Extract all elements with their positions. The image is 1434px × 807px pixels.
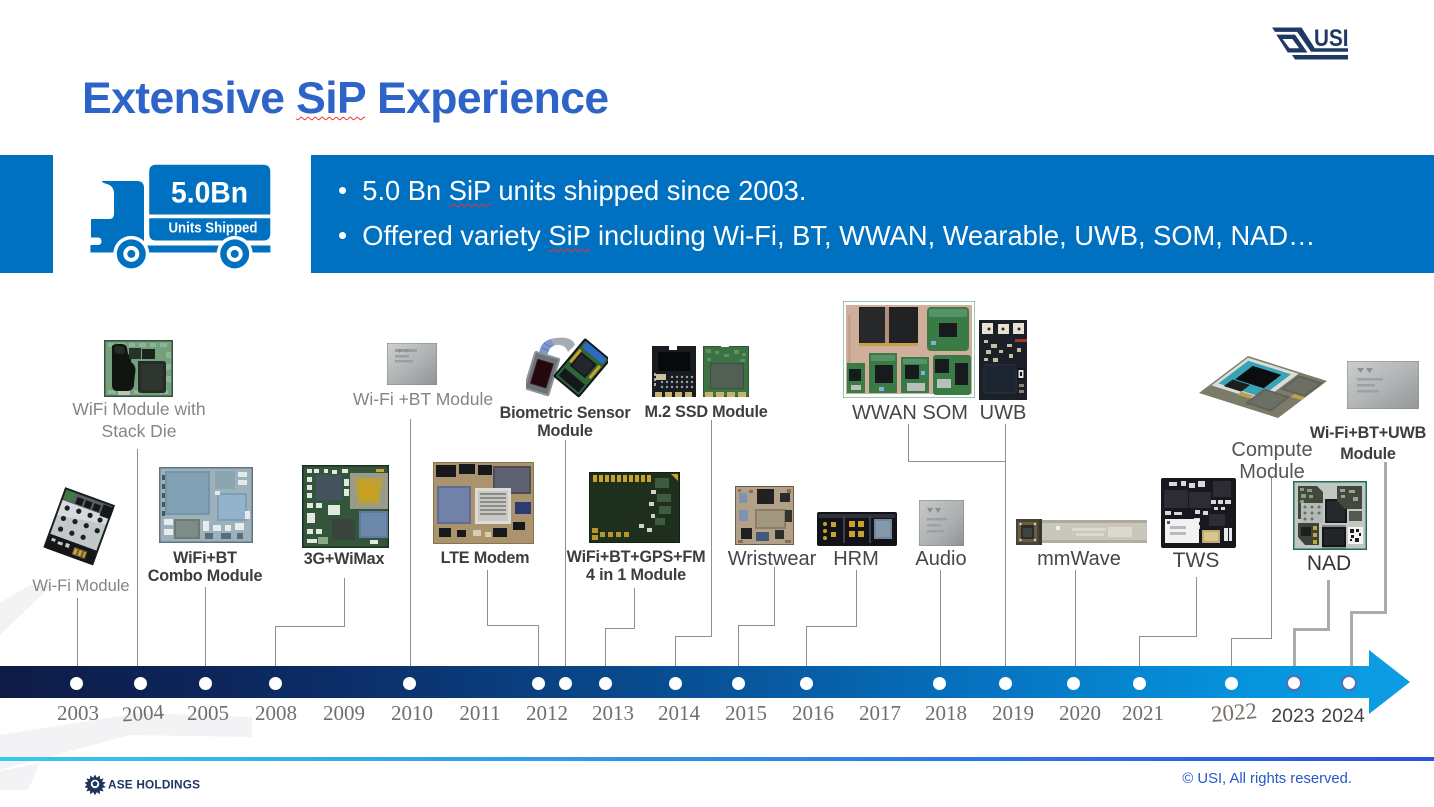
svg-text:ASE HOLDINGS: ASE HOLDINGS xyxy=(108,778,200,792)
svg-text:USI: USI xyxy=(1314,25,1349,52)
svg-text:5.0Bn: 5.0Bn xyxy=(171,177,248,210)
svg-text:Units Shipped: Units Shipped xyxy=(169,219,258,236)
